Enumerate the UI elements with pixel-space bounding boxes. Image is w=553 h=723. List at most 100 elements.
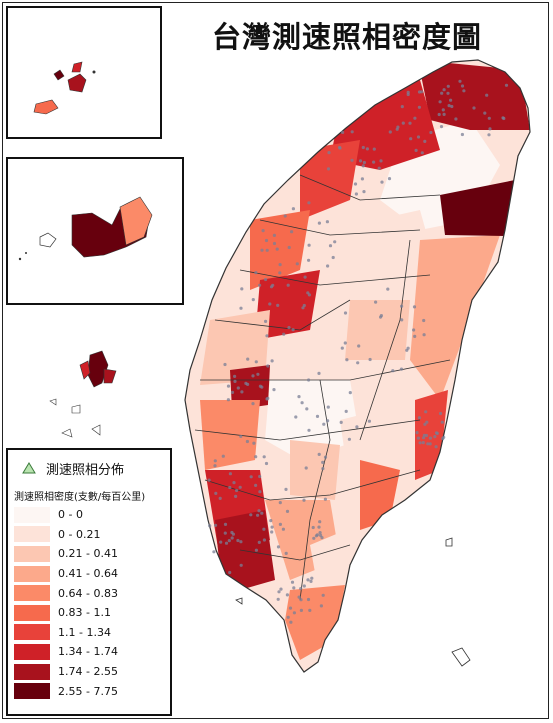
camera-point: [399, 367, 404, 371]
camera-point: [268, 302, 272, 306]
camera-point: [260, 385, 264, 389]
camera-point: [305, 407, 309, 411]
camera-point: [354, 192, 358, 196]
camera-point: [446, 91, 450, 95]
camera-point: [207, 478, 211, 482]
camera-point: [372, 147, 376, 151]
legend-swatch: [14, 683, 50, 700]
camera-point: [422, 333, 426, 337]
camera-point: [323, 497, 327, 501]
inset-matsu: [6, 6, 162, 139]
camera-point: [343, 311, 348, 315]
camera-point: [400, 304, 404, 308]
legend-row: 0.83 - 1.1: [14, 603, 170, 623]
camera-point: [446, 84, 450, 88]
camera-point: [270, 525, 274, 529]
legend-row: 1.74 - 2.55: [14, 662, 170, 682]
region-patch: [345, 300, 410, 360]
camera-point: [265, 248, 269, 252]
camera-point: [353, 182, 358, 186]
camera-point: [308, 608, 312, 613]
camera-point: [355, 425, 359, 429]
camera-point: [292, 611, 296, 615]
camera-point: [326, 405, 330, 409]
camera-point: [269, 519, 273, 523]
camera-point: [239, 434, 243, 438]
camera-point: [413, 116, 417, 120]
camera-point: [408, 121, 412, 125]
camera-point: [307, 378, 311, 382]
legend-swatch: [14, 643, 50, 660]
legend-label: 0.83 - 1.1: [58, 606, 111, 620]
camera-point: [347, 437, 351, 441]
camera-point: [287, 245, 291, 250]
camera-point: [223, 531, 227, 535]
camera-point: [260, 248, 264, 252]
legend-row: 1.1 - 1.34: [14, 623, 170, 643]
camera-point: [233, 379, 237, 383]
camera-point: [458, 79, 462, 83]
camera-point: [258, 283, 262, 287]
camera-point: [271, 283, 275, 287]
camera-point: [218, 496, 222, 500]
camera-point: [360, 177, 364, 181]
camera-point: [428, 436, 432, 440]
camera-point: [272, 233, 276, 237]
camera-point: [278, 271, 282, 275]
camera-point: [262, 527, 266, 531]
region-patch: [410, 235, 500, 400]
camera-point: [317, 371, 321, 375]
camera-point: [251, 298, 255, 302]
camera-point: [437, 112, 441, 117]
camera-point: [401, 121, 405, 125]
camera-point: [417, 90, 422, 94]
camera-point: [278, 522, 282, 527]
camera-point: [311, 525, 315, 530]
camera-point: [362, 190, 366, 194]
camera-point: [299, 608, 303, 613]
camera-point: [265, 397, 269, 401]
camera-point: [438, 100, 442, 104]
camera-point: [317, 221, 321, 225]
legend-swatch: [14, 624, 50, 641]
camera-point: [260, 511, 264, 515]
legend-row: 0 - 0: [14, 505, 170, 525]
camera-point: [367, 419, 371, 423]
camera-point: [361, 145, 365, 150]
camera-point: [270, 359, 274, 363]
camera-point: [350, 158, 354, 162]
camera-point: [254, 548, 258, 552]
camera-point: [228, 472, 232, 476]
camera-point: [285, 593, 289, 597]
camera-point: [282, 332, 286, 336]
camera-point: [258, 474, 262, 479]
camera-point: [321, 460, 325, 464]
camera-point: [279, 587, 283, 591]
penghu-map: [49, 350, 117, 438]
camera-point: [288, 606, 293, 610]
camera-point: [417, 105, 421, 109]
camera-point: [387, 177, 392, 181]
region-patch: [290, 440, 340, 500]
camera-point: [289, 620, 293, 624]
camera-point: [264, 461, 269, 466]
camera-point: [262, 455, 266, 459]
legend-row: 0 - 0.21: [14, 525, 170, 545]
camera-point: [326, 419, 330, 423]
camera-point: [472, 106, 476, 110]
camera-point: [416, 436, 420, 440]
camera-point: [307, 258, 311, 262]
camera-point: [386, 287, 390, 291]
camera-point: [345, 358, 349, 362]
camera-point: [415, 431, 419, 435]
camera-point: [276, 545, 281, 549]
camera-point: [422, 318, 426, 323]
camera-point: [488, 127, 492, 131]
camera-point: [372, 160, 376, 164]
camera-point: [254, 271, 258, 275]
camera-point: [227, 539, 231, 543]
camera-point: [421, 441, 425, 445]
camera-point: [307, 201, 311, 205]
camera-point: [450, 104, 454, 109]
